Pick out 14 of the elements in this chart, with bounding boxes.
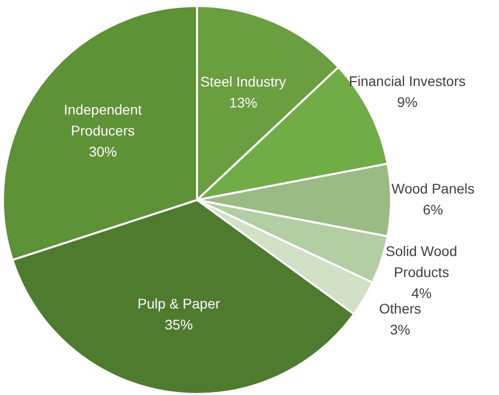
data-label: 3% [390,321,410,338]
slice-label: Financial Investors [348,73,466,90]
data-label: 6% [422,201,444,218]
slice-label: Others [379,300,422,316]
slice-label: Wood Panels [391,180,475,196]
slice-label: Solid Wood Products [386,242,458,280]
data-label: 4% [411,284,432,301]
data-label: 35% [164,316,193,332]
data-label: 9% [397,94,418,110]
slice-label: Independent Producers [64,101,142,138]
data-label: 13% [229,94,258,111]
slice-label: Pulp & Paper [138,295,220,312]
data-label: 30% [88,143,117,160]
slice-label: Steel Industry [200,74,286,90]
